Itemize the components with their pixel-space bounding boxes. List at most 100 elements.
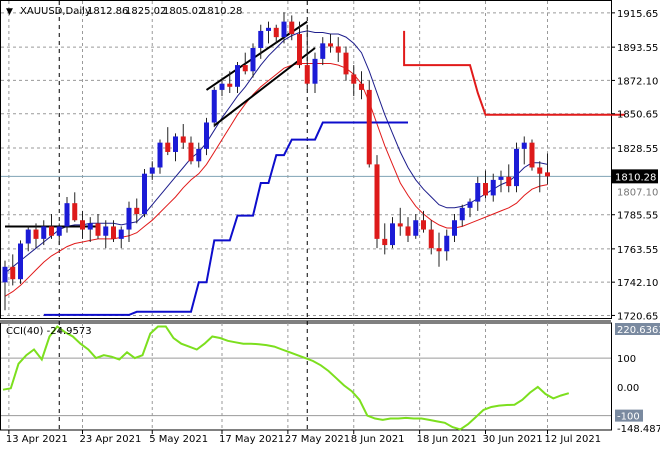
candle-body [514, 148, 519, 187]
candle-body [72, 203, 78, 221]
candle-body [351, 74, 357, 84]
candle-body [444, 235, 450, 252]
y-tick-label: 1828.55 [617, 144, 658, 155]
y-tick-label: 1850.65 [617, 110, 658, 121]
candle-body [173, 136, 178, 152]
candle-body [142, 173, 147, 215]
candle-body [25, 229, 31, 244]
ma-line-0 [4, 30, 548, 274]
candle-body [335, 46, 341, 53]
y-tick-label: 1915.65 [617, 9, 658, 20]
current-price-badge [612, 169, 658, 184]
candle-body [111, 226, 116, 239]
y-tick-label: 1785.55 [617, 211, 658, 222]
candle-body [452, 220, 457, 236]
candle-body [320, 43, 326, 59]
cci-level-badge [615, 409, 643, 422]
y-tick-label: 1720.65 [617, 311, 658, 322]
candle-body [250, 48, 256, 72]
price-chart-area [1, 12, 625, 316]
candle-body [204, 122, 209, 149]
candle-body [219, 83, 225, 90]
x-tick-label: 27 May 2021 [285, 434, 350, 445]
ohlc-high: 1825.02 [125, 6, 166, 17]
cci-indicator-area [1, 325, 611, 431]
x-tick-label: 18 Jun 2021 [417, 434, 477, 445]
candle-body [467, 201, 473, 208]
candle-body [134, 207, 140, 215]
candle-body [537, 167, 543, 174]
x-tick-label: 13 Apr 2021 [6, 434, 68, 445]
candle-body [359, 83, 364, 90]
candle-body [242, 65, 248, 72]
candle-body [506, 176, 512, 187]
hidden-tick-label: 1807.10 [617, 187, 658, 198]
candle-body [118, 229, 124, 239]
candle-body [227, 83, 233, 87]
candle-body [328, 43, 333, 47]
x-tick-label: 17 May 2021 [219, 434, 284, 445]
candle-body [343, 52, 349, 75]
y-tick-label: 1742.10 [617, 278, 658, 289]
ohlc-low: 1805.02 [163, 6, 204, 17]
stop-line-2 [43, 121, 408, 316]
candle-body [390, 223, 395, 246]
cci-pane-frame [0, 322, 612, 431]
cci-tick-label: 220.6363 [617, 325, 660, 336]
ohlc-open: 1812.86 [87, 6, 128, 17]
candle-body [312, 58, 318, 84]
candle-body [421, 220, 426, 230]
candle-body [545, 172, 550, 177]
x-tick-label: 5 May 2021 [149, 434, 208, 445]
grid [0, 0, 612, 431]
candle-body [459, 207, 465, 221]
candle-body [157, 142, 163, 168]
y-tick-label: 1893.55 [617, 43, 658, 54]
candle-body [490, 179, 496, 196]
candle-body [413, 220, 419, 236]
candle-body [180, 136, 186, 143]
candle-body [235, 65, 240, 87]
axis-labels: 1915.65 1893.55 1872.10 1850.65 1828.55 1785.… [6, 9, 660, 445]
x-tick-label: 12 Jul 2021 [545, 434, 602, 445]
candle-body [289, 21, 295, 35]
x-tick-label: 30 Jun 2021 [483, 434, 543, 445]
ohlc-close: 1810.28 [201, 6, 242, 17]
current-price-label: 1810.28 [615, 172, 656, 183]
candle-body [382, 238, 388, 246]
candle-body [126, 207, 132, 230]
x-tick-label: 23 Apr 2021 [80, 434, 142, 445]
dropdown-arrow-icon[interactable]: ▼ [6, 7, 13, 17]
candle-body [33, 229, 39, 239]
cci-tick-label: -148.487 [617, 424, 660, 435]
candle-body [64, 203, 70, 227]
candle-body [281, 21, 287, 38]
candle-body [196, 148, 202, 162]
cci-tick-label: 0.00 [617, 383, 639, 394]
candle-body [304, 65, 310, 84]
candle-body [521, 142, 527, 149]
candle-body [188, 142, 194, 162]
candle-body [165, 142, 171, 152]
y-tick-label: 1763.55 [617, 245, 658, 256]
y-tick-label: 1872.10 [617, 76, 658, 87]
candle-body [56, 226, 62, 236]
candle-body [428, 229, 434, 249]
candle-body [149, 167, 155, 174]
candle-body [273, 27, 279, 38]
candle-body [10, 266, 16, 280]
candle-body [297, 34, 302, 66]
candle-body [49, 226, 54, 236]
candle-body [397, 223, 403, 227]
cci-level-badge [615, 323, 660, 335]
ma-line-1 [4, 63, 548, 297]
cci-indicator-title: CCI(40) -24.9573 [6, 326, 92, 337]
candle-body [211, 89, 217, 123]
chart-symbol-title: XAUUSD,Daily [20, 6, 91, 17]
candle-body [258, 30, 264, 48]
candle-body [2, 266, 8, 283]
candle-body [80, 220, 85, 230]
